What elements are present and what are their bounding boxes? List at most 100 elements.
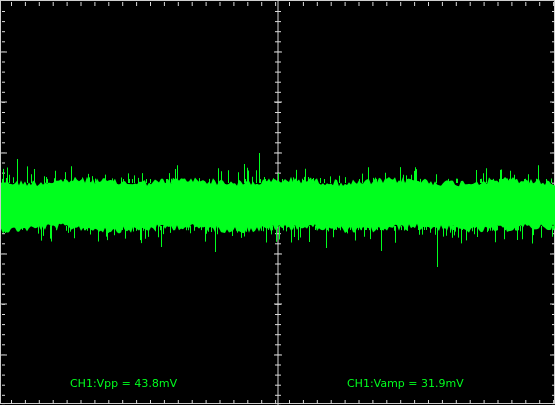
grid-dot <box>192 400 193 404</box>
grid-dot <box>275 142 281 143</box>
grid-dot <box>2 112 5 113</box>
grid-dot <box>206 400 207 404</box>
grid-dot <box>275 243 281 244</box>
grid-dot <box>53 2 54 6</box>
grid-dot <box>150 400 151 404</box>
grid-dot <box>275 354 281 355</box>
grid-dot <box>275 122 281 123</box>
grid-dot <box>275 344 281 345</box>
grid-dot <box>289 400 290 404</box>
grid-dot <box>11 2 12 6</box>
grid-dot <box>2 41 5 42</box>
grid-dot <box>2 274 5 275</box>
grid-dot <box>94 2 95 6</box>
grid-dot <box>275 264 281 265</box>
grid-dot <box>2 294 5 295</box>
grid-dot <box>275 62 281 63</box>
grid-dot <box>2 365 5 366</box>
grid-dot <box>359 2 360 6</box>
grid-dot <box>275 284 281 285</box>
grid-dot <box>525 400 526 404</box>
grid-dot <box>275 385 281 386</box>
grid-dot <box>178 400 179 404</box>
grid-dot <box>2 344 5 345</box>
grid-dot <box>2 31 5 32</box>
grid-dot <box>2 354 5 355</box>
grid-dot <box>164 400 165 404</box>
grid-dot <box>331 2 332 6</box>
grid-dot <box>275 92 281 93</box>
grid-dot <box>525 2 526 6</box>
grid-dot <box>2 92 5 93</box>
grid-dot <box>414 2 415 6</box>
grid-dot <box>317 400 318 404</box>
grid-dot <box>484 2 485 6</box>
grid-dot <box>470 400 471 404</box>
grid-dot <box>192 2 193 6</box>
grid-dot <box>539 400 540 404</box>
grid-dot <box>25 400 26 404</box>
grid-dot <box>2 62 5 63</box>
grid-dot <box>220 2 221 6</box>
grid-dot <box>372 2 373 6</box>
vpp-measurement: CH1:Vpp = 43.8mV <box>70 377 177 390</box>
grid-dot <box>2 375 5 376</box>
grid-dot <box>25 2 26 6</box>
grid-dot <box>498 2 499 6</box>
grid-dot <box>275 324 281 325</box>
grid-dot <box>275 253 281 254</box>
grid-dot <box>484 400 485 404</box>
grid-dot <box>275 400 276 404</box>
grid-dot <box>81 400 82 404</box>
grid-dot <box>2 163 5 164</box>
grid-dot <box>275 294 281 295</box>
grid-dot <box>122 2 123 6</box>
grid-dot <box>247 400 248 404</box>
grid-dot <box>275 72 281 73</box>
grid-dot <box>275 274 281 275</box>
grid-dot <box>317 2 318 6</box>
grid-dot <box>539 2 540 6</box>
grid-dot <box>150 2 151 6</box>
grid-dot <box>372 400 373 404</box>
grid-dot <box>400 400 401 404</box>
grid-dot <box>108 2 109 6</box>
grid-dot <box>2 72 5 73</box>
grid-dot <box>275 132 281 133</box>
grid-dot <box>2 264 5 265</box>
grid-dot <box>136 400 137 404</box>
grid-dot <box>428 400 429 404</box>
grid-dot <box>2 82 5 83</box>
grid-dot <box>164 2 165 6</box>
grid-dot <box>414 400 415 404</box>
grid-dot <box>2 385 5 386</box>
grid-dot <box>442 2 443 6</box>
grid-dot <box>178 2 179 6</box>
grid-dot <box>275 11 281 12</box>
grid-dot <box>2 253 5 254</box>
grid-dot <box>2 324 5 325</box>
grid-dot <box>2 152 5 153</box>
grid-dot <box>275 334 281 335</box>
grid-dot <box>498 400 499 404</box>
trace-band <box>1 177 555 234</box>
grid-dot <box>261 400 262 404</box>
grid-dot <box>108 400 109 404</box>
grid-dot <box>220 400 221 404</box>
grid-dot <box>359 400 360 404</box>
grid-dot <box>94 400 95 404</box>
grid-dot <box>275 82 281 83</box>
grid-dot <box>2 142 5 143</box>
grid-dot <box>275 375 281 376</box>
grid-dot <box>275 152 281 153</box>
grid-dot <box>39 2 40 6</box>
grid-dot <box>275 304 281 305</box>
grid-dot <box>2 284 5 285</box>
grid-dot <box>442 400 443 404</box>
grid-dot <box>233 2 234 6</box>
grid-dot <box>2 122 5 123</box>
grid-dot <box>39 400 40 404</box>
grid-dot <box>275 41 281 42</box>
